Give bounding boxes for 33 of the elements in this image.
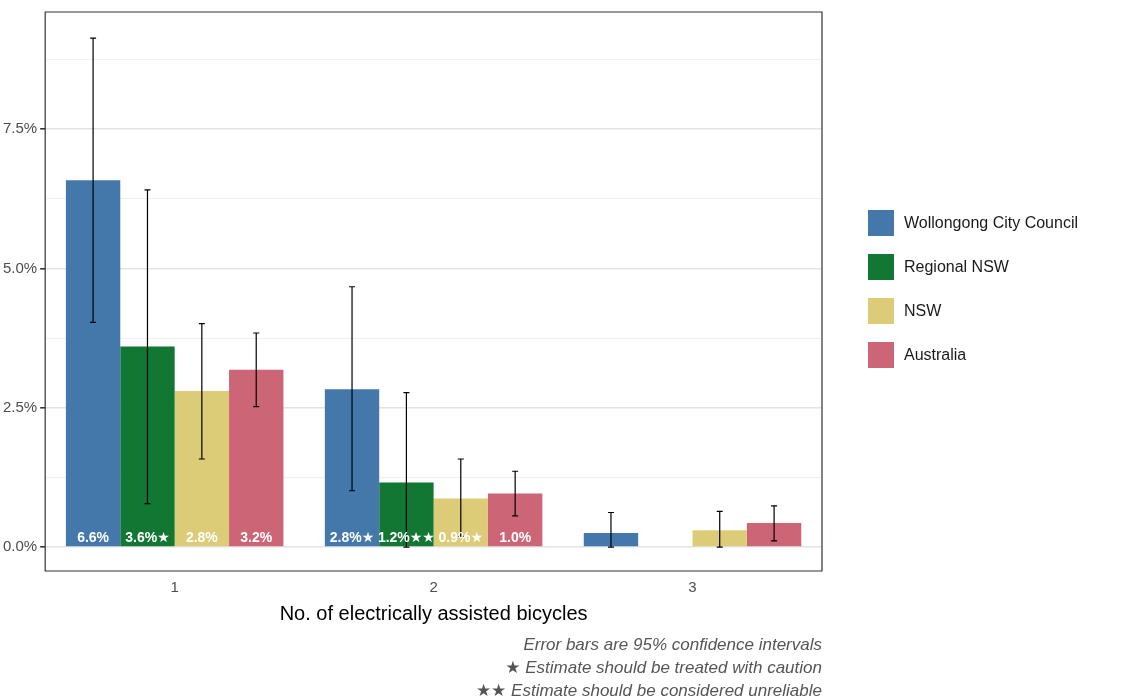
data-label: 1.2%★★ bbox=[377, 528, 435, 545]
y-tick-label: 7.5% bbox=[2, 119, 38, 137]
bar bbox=[65, 180, 121, 547]
bar bbox=[229, 369, 284, 547]
data-label: 3.2% bbox=[240, 528, 273, 545]
data-label: 2.8% bbox=[185, 528, 219, 545]
data-label: 1.0% bbox=[499, 528, 532, 545]
bar bbox=[692, 530, 747, 547]
bar bbox=[746, 523, 802, 547]
bar bbox=[487, 493, 543, 547]
x-tick-label: 3 bbox=[688, 578, 697, 596]
text: Error bars are 95% confidence intervals bbox=[523, 635, 823, 654]
bar bbox=[174, 390, 230, 547]
text: ★★ Estimate should be considered unreliable bbox=[475, 681, 822, 700]
bar bbox=[583, 533, 639, 547]
y-tick-label: 5.0% bbox=[2, 258, 38, 276]
x-tick-label: 2 bbox=[429, 578, 438, 596]
legend-label: Australia bbox=[904, 346, 967, 364]
y-tick-label: 0.0% bbox=[2, 537, 38, 555]
data-label: 2.8%★ bbox=[329, 528, 375, 545]
legend-label: NSW bbox=[904, 302, 942, 320]
data-label: 3.6%★ bbox=[125, 528, 170, 545]
bar bbox=[379, 482, 434, 547]
legend-label: Regional NSW bbox=[904, 258, 1009, 276]
x-axis-title: No. of electrically assisted bicycles bbox=[279, 601, 588, 624]
x-tick-label: 1 bbox=[170, 578, 179, 596]
data-label: 0.9%★ bbox=[438, 528, 484, 545]
text: ★ Estimate should be treated with caution bbox=[505, 658, 822, 677]
bar bbox=[120, 346, 175, 547]
data-label: 6.6% bbox=[77, 528, 110, 545]
y-tick-label: 2.5% bbox=[2, 397, 38, 415]
legend-label: Wollongong City Council bbox=[904, 214, 1079, 232]
bar bbox=[324, 389, 380, 547]
